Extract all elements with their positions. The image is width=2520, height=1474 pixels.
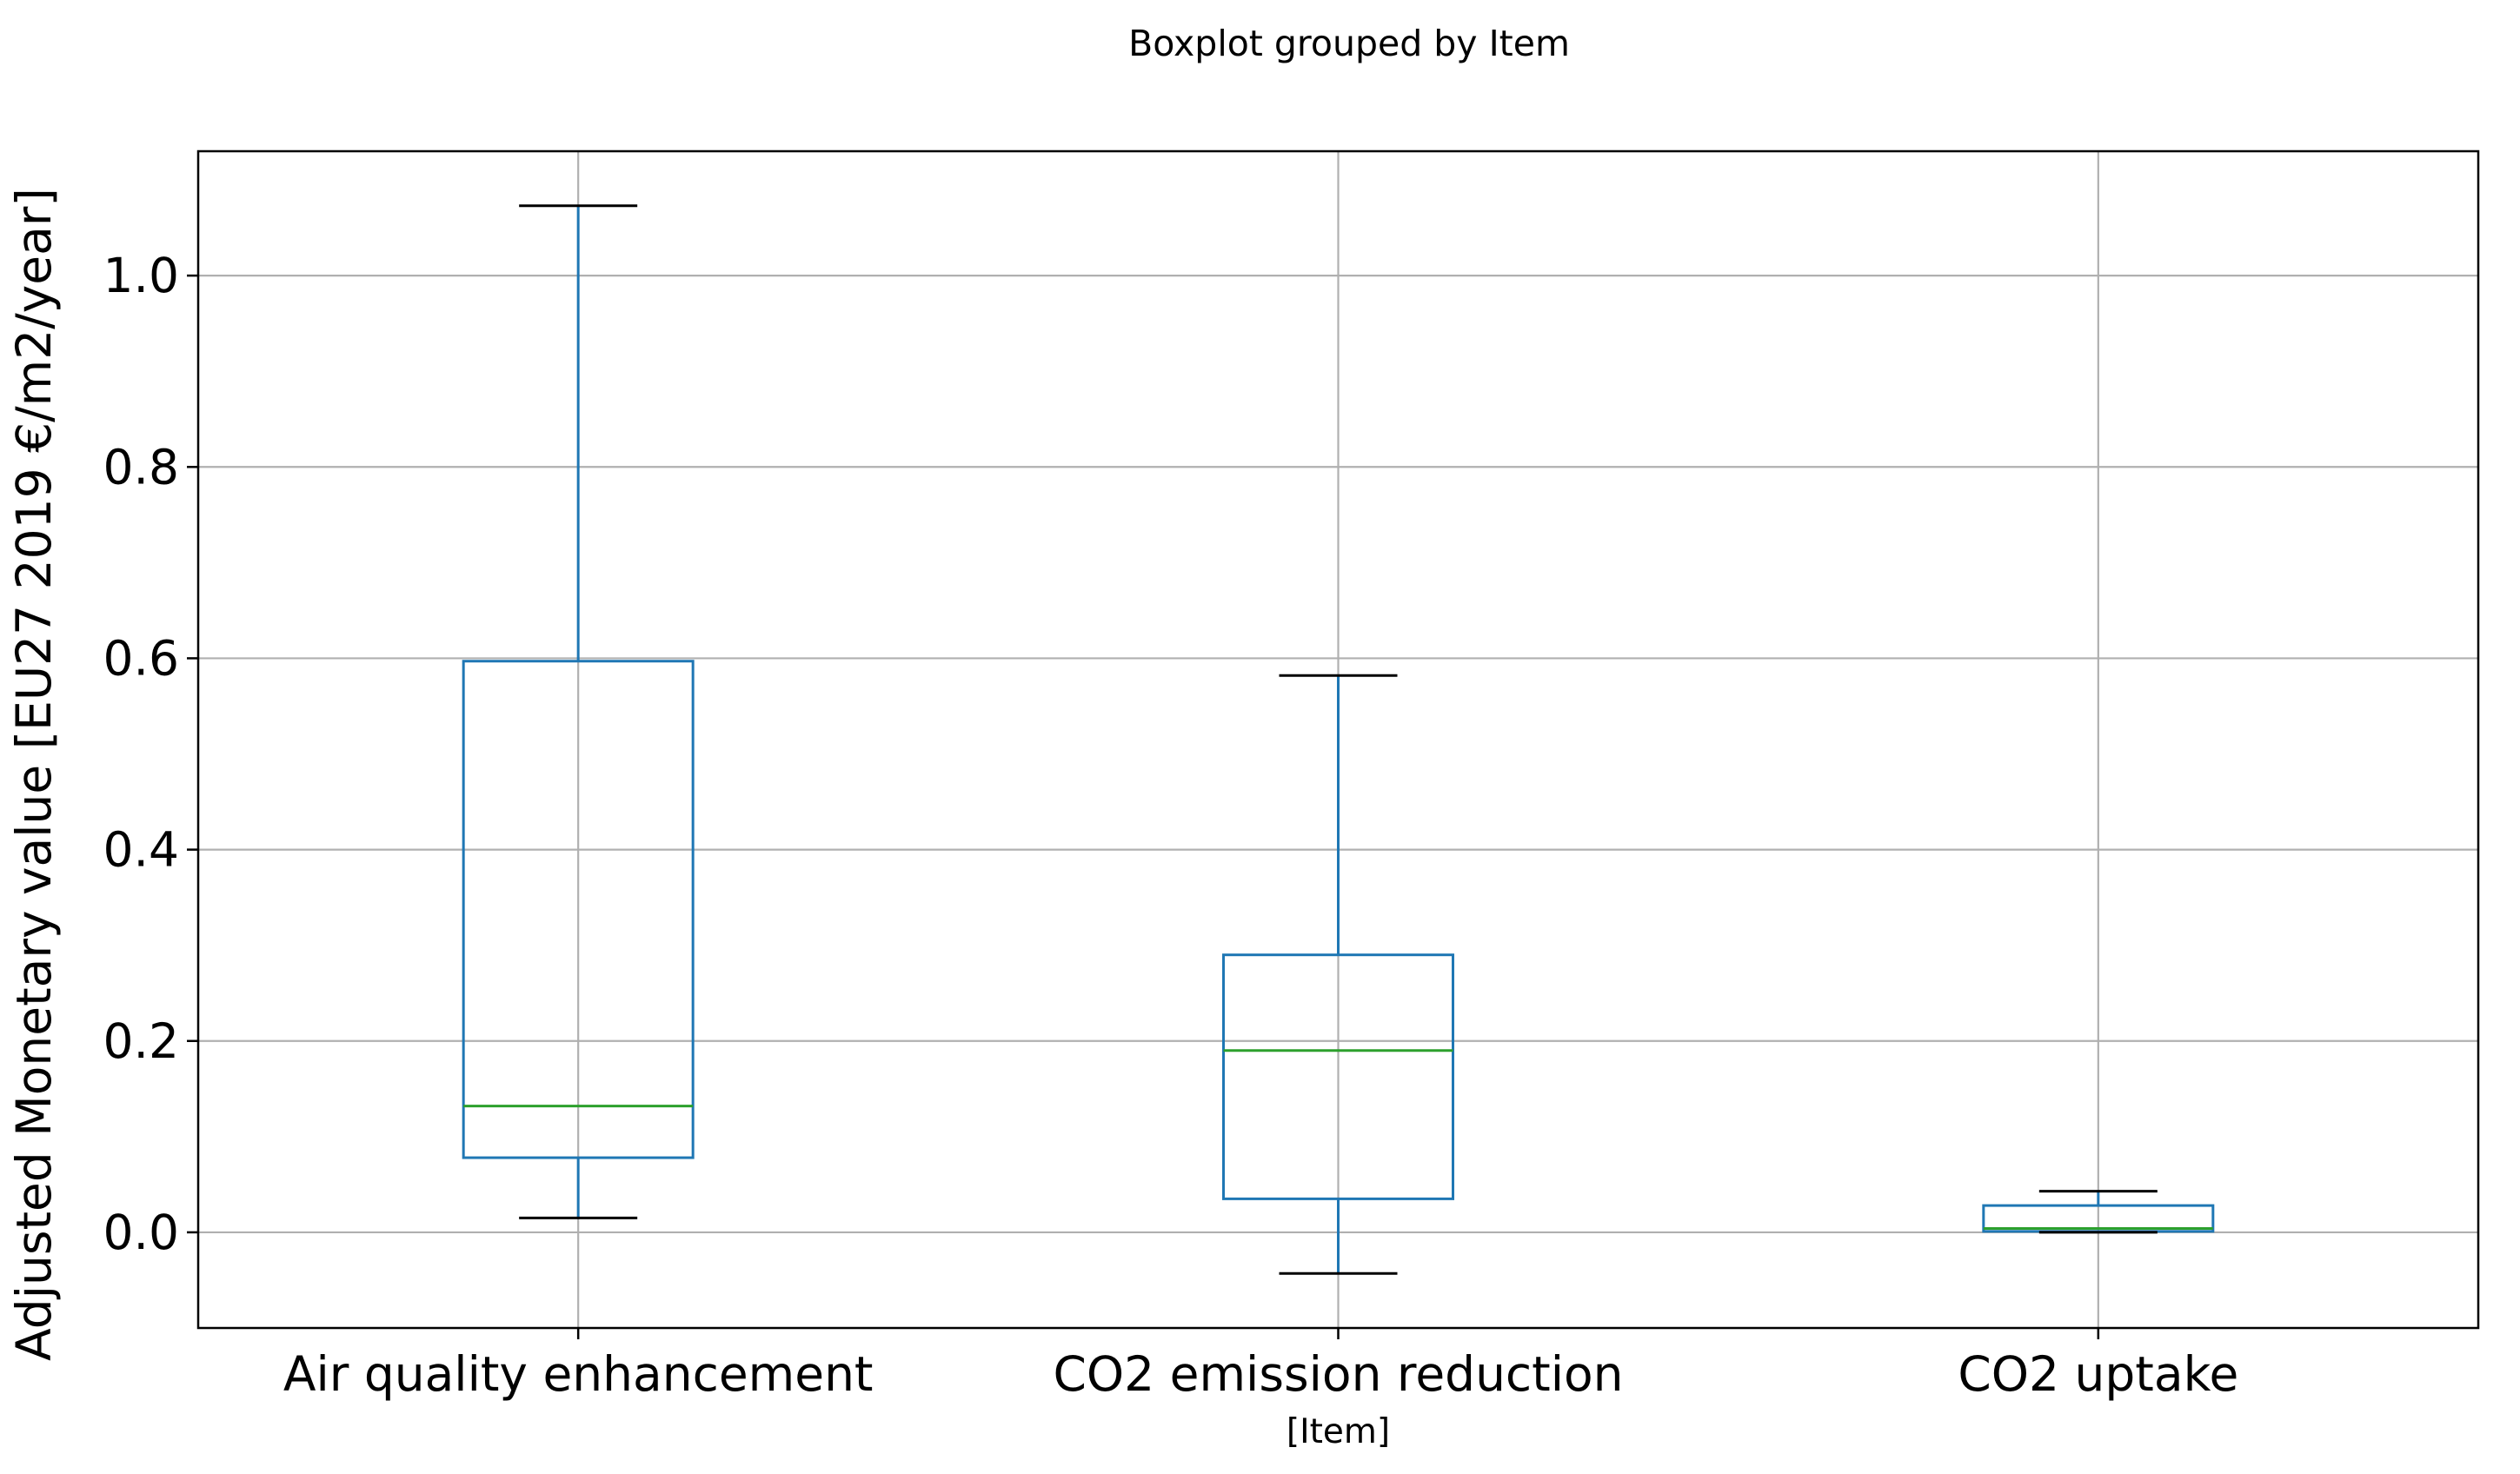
iqr-box: [462, 660, 695, 1159]
chart-title: Boxplot grouped by Item: [1128, 23, 1570, 64]
box-group: [1222, 674, 1454, 1275]
y-tick-label: 0.2: [103, 1013, 179, 1069]
y-axis-label: Adjusted Monetary value [EU27 2019 €/m2/…: [6, 188, 62, 1361]
y-tick-label: 1.0: [103, 248, 179, 303]
x-tick-label: CO2 emission reduction: [1053, 1346, 1623, 1402]
y-tick-label: 0.0: [103, 1205, 179, 1260]
x-tick-label: Air quality enhancement: [283, 1346, 874, 1402]
box-group: [462, 204, 695, 1219]
boxes: [462, 204, 2215, 1275]
box-group: [1982, 1190, 2215, 1234]
y-tick-label: 0.8: [103, 439, 179, 495]
y-tick-label: 0.6: [103, 630, 179, 686]
y-tick-label: 0.4: [103, 822, 179, 878]
y-axis-ticks: 0.0 0.2 0.4 0.6 0.8 1.0: [103, 248, 198, 1260]
iqr-box: [1222, 953, 1454, 1200]
x-tick-label: CO2 uptake: [1958, 1346, 2238, 1402]
x-axis-ticks: Air quality enhancement CO2 emission redu…: [283, 1328, 2238, 1402]
x-axis-label: [Item]: [1287, 1412, 1390, 1451]
